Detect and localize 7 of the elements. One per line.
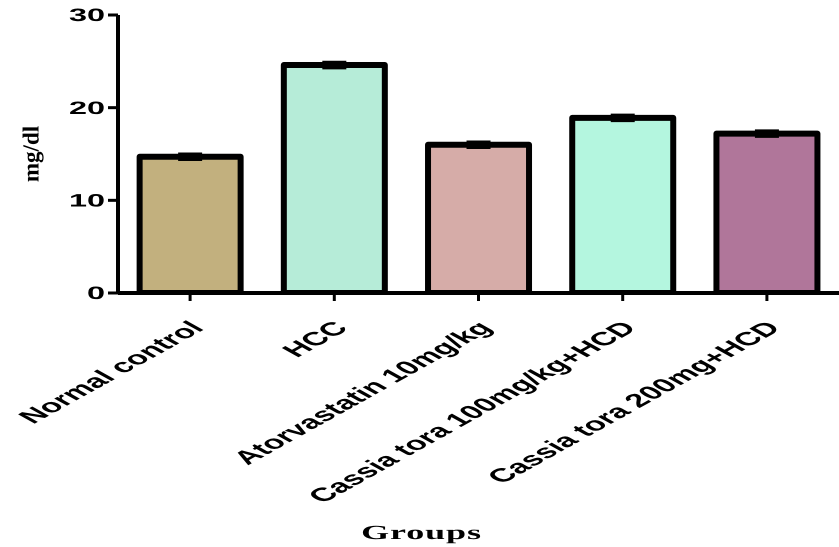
y-tick-label: 0 — [86, 282, 105, 304]
x-tick-label: HCC — [275, 316, 355, 362]
y-tick-label: 20 — [68, 97, 105, 118]
y-axis-title: mg/dl — [18, 126, 44, 182]
y-tick-label: 30 — [68, 4, 105, 26]
x-axis-title: Groups — [361, 522, 482, 544]
y-tick-label: 10 — [68, 190, 105, 211]
